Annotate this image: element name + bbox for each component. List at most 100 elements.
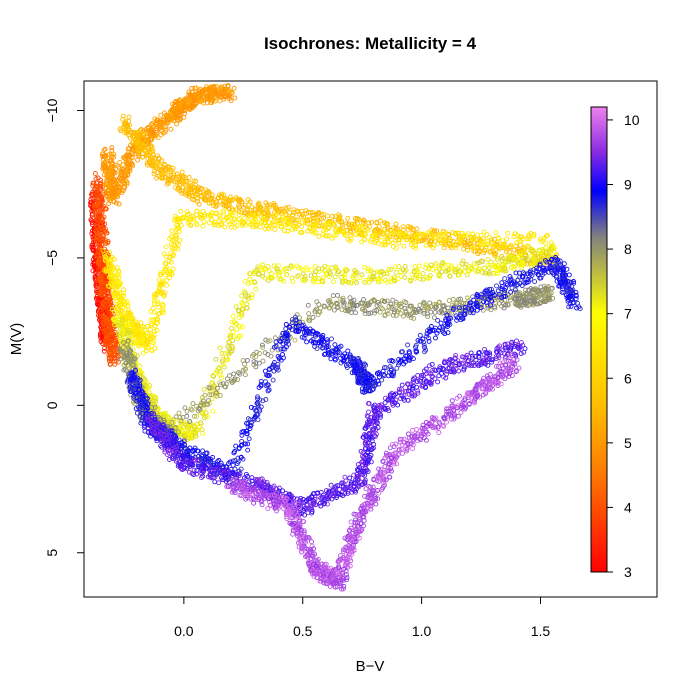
data-point (150, 130, 156, 136)
data-point (120, 188, 126, 194)
data-point (229, 325, 234, 331)
data-point (169, 228, 175, 234)
data-point (168, 167, 174, 173)
data-point (95, 217, 101, 223)
data-point (101, 348, 107, 354)
data-point (107, 361, 113, 367)
data-point (202, 392, 208, 398)
data-point (441, 245, 447, 251)
data-point (489, 240, 495, 245)
data-point (203, 190, 209, 196)
data-point (382, 220, 388, 226)
data-point (120, 113, 126, 119)
data-point (95, 267, 101, 273)
data-point (138, 147, 144, 153)
data-point (450, 296, 456, 302)
data-point (105, 342, 111, 348)
data-point (228, 98, 234, 104)
data-point (318, 305, 324, 311)
data-point (123, 119, 129, 125)
data-point (260, 358, 266, 364)
data-point (111, 199, 117, 204)
data-point (100, 281, 106, 287)
data-point (434, 228, 440, 234)
data-point (189, 86, 195, 91)
data-point (140, 133, 146, 139)
data-point (182, 405, 188, 411)
data-point (89, 220, 95, 225)
data-point (102, 314, 108, 320)
data-point (330, 293, 336, 299)
data-point (230, 338, 236, 344)
data-point (94, 202, 100, 208)
data-point (106, 333, 112, 339)
data-point (123, 178, 129, 184)
data-point (122, 181, 128, 187)
data-point (319, 212, 325, 218)
data-point (225, 83, 231, 89)
data-point (93, 228, 99, 234)
data-point (266, 268, 272, 274)
data-point (105, 191, 111, 196)
data-point (129, 151, 135, 157)
data-point (95, 175, 101, 181)
data-point (152, 168, 157, 174)
data-point (411, 315, 417, 321)
data-point (210, 408, 216, 414)
data-point (226, 94, 231, 100)
data-point (98, 184, 103, 190)
data-point (231, 85, 237, 91)
data-point (200, 431, 206, 437)
data-point (116, 178, 121, 184)
data-point (265, 264, 271, 270)
data-point (475, 251, 481, 257)
data-point (117, 175, 122, 181)
data-point (173, 414, 179, 420)
data-point (100, 232, 106, 238)
data-point (114, 183, 120, 188)
data-point (108, 195, 114, 201)
data-point (244, 357, 250, 363)
data-point (96, 256, 102, 262)
data-point (102, 146, 108, 152)
data-point (186, 97, 192, 103)
data-point (330, 213, 336, 219)
data-point (393, 225, 399, 231)
data-point (230, 207, 236, 213)
data-point (241, 204, 247, 210)
data-point (266, 212, 272, 218)
data-point (163, 166, 168, 172)
data-point (301, 214, 306, 220)
data-point (143, 348, 149, 354)
data-point (242, 279, 248, 285)
data-point (493, 230, 499, 236)
data-point (199, 194, 204, 200)
data-point (160, 117, 166, 123)
data-point (427, 239, 433, 245)
data-point (104, 165, 110, 171)
data-point (103, 206, 109, 212)
data-point (335, 292, 340, 298)
data-point (355, 216, 360, 222)
data-point (195, 188, 200, 194)
data-point (193, 85, 199, 91)
data-point (157, 124, 163, 130)
data-point (176, 410, 182, 416)
data-point (469, 244, 475, 250)
data-point (154, 175, 160, 181)
data-point (101, 147, 107, 153)
data-point (96, 296, 101, 302)
data-point (219, 191, 225, 197)
data-point (102, 325, 108, 330)
data-point (306, 311, 312, 317)
data-point (125, 124, 130, 130)
data-point (213, 203, 219, 209)
data-point (179, 169, 185, 175)
data-point (106, 350, 112, 355)
data-point (160, 303, 166, 309)
data-point (232, 95, 238, 101)
data-point (181, 104, 187, 110)
data-point (92, 213, 98, 218)
data-point (461, 246, 466, 252)
